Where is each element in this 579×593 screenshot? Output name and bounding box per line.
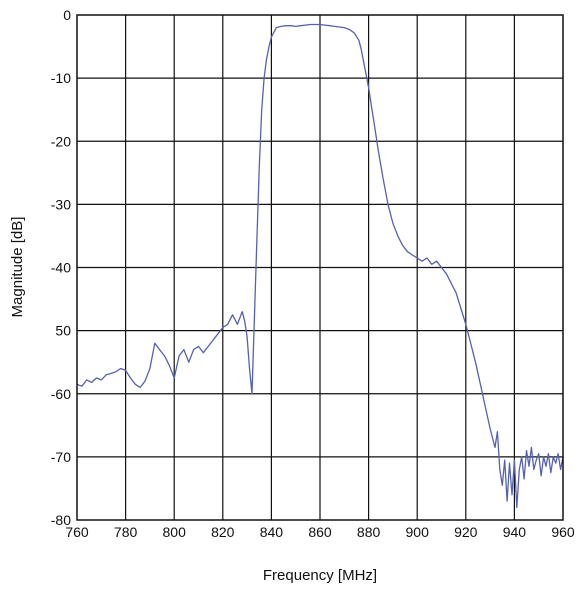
y-tick-labels: 0 -10 -20 -30 -40 50 -60 -70 -80 <box>51 7 71 528</box>
y-tick-label: -30 <box>51 196 71 212</box>
x-tick-labels: 760 780 800 820 840 860 880 900 920 940 960 <box>65 524 575 540</box>
x-tick-label: 780 <box>114 524 138 540</box>
x-tick-label: 840 <box>260 524 284 540</box>
grid-lines <box>77 15 563 520</box>
x-tick-label: 940 <box>503 524 527 540</box>
series-layer <box>76 23 564 509</box>
y-tick-label: -10 <box>51 70 71 86</box>
magnitude-response-line <box>76 23 564 509</box>
x-tick-label: 880 <box>357 524 381 540</box>
y-tick-label: -40 <box>51 260 71 276</box>
x-tick-label: 820 <box>211 524 235 540</box>
x-axis-label: Frequency [MHz] <box>263 567 377 584</box>
y-axis-label: Magnitude [dB] <box>9 217 26 318</box>
y-tick-label: 0 <box>63 7 71 23</box>
x-tick-label: 760 <box>65 524 89 540</box>
y-tick-label: -80 <box>51 512 71 528</box>
x-tick-label: 960 <box>551 524 575 540</box>
y-tick-label: 50 <box>55 323 71 339</box>
x-tick-label: 800 <box>163 524 187 540</box>
y-tick-label: -60 <box>51 386 71 402</box>
y-tick-label: -70 <box>51 449 71 465</box>
x-tick-label: 920 <box>454 524 478 540</box>
y-tick-label: -20 <box>51 133 71 149</box>
x-tick-label: 900 <box>406 524 430 540</box>
x-tick-label: 860 <box>308 524 332 540</box>
plot-frame <box>76 14 564 521</box>
